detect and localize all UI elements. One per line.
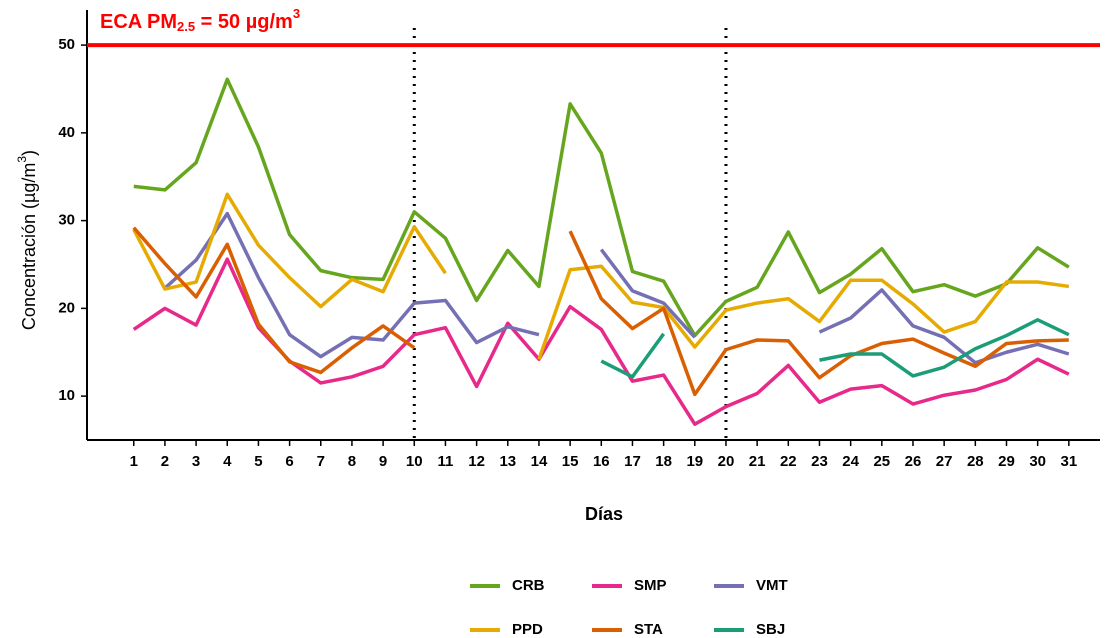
x-tick-label: 8 (348, 453, 356, 470)
x-tick-label: 13 (499, 453, 516, 470)
x-tick-label: 27 (936, 453, 953, 470)
x-tick-label: 24 (842, 453, 859, 470)
x-tick-label: 29 (998, 453, 1015, 470)
x-tick-label: 17 (624, 453, 641, 470)
x-tick-label: 1 (130, 453, 138, 470)
x-axis-label: Días (585, 504, 623, 524)
x-tick-label: 20 (718, 453, 735, 470)
legend-label: PPD (512, 621, 543, 638)
series-line (163, 211, 1070, 365)
x-tick-label: 4 (223, 453, 232, 470)
x-tick-label: 21 (749, 453, 766, 470)
y-axis-label: Concentración (µg/m3) (15, 150, 39, 330)
legend-label: CRB (512, 577, 545, 594)
annotation-sup: 3 (293, 7, 300, 22)
y-tick-label: 30 (58, 212, 75, 229)
y-tick-label: 40 (58, 124, 75, 141)
x-tick-label: 30 (1029, 453, 1046, 470)
y-tick-label: 50 (58, 36, 75, 53)
x-tick-label: 23 (811, 453, 828, 470)
y-label-sup: 3 (15, 156, 29, 163)
x-tick-label: 26 (905, 453, 922, 470)
y-tick-label: 20 (58, 299, 75, 316)
series-line (132, 226, 1069, 397)
x-tick-label: 31 (1060, 453, 1077, 470)
x-tick-label: 5 (254, 453, 262, 470)
x-tick-label: 28 (967, 453, 984, 470)
x-tick-label: 12 (468, 453, 485, 470)
x-tick-label: 10 (406, 453, 423, 470)
x-tick-label: 9 (379, 453, 387, 470)
annotation-text: ECA PM (100, 11, 177, 33)
legend-label: VMT (756, 577, 788, 594)
x-tick-label: 2 (161, 453, 169, 470)
series-line (600, 318, 1070, 379)
y-label-end: ) (19, 150, 39, 156)
x-tick-label: 25 (873, 453, 890, 470)
series-line (132, 192, 1070, 360)
legend-label: SBJ (756, 621, 785, 638)
x-tick-label: 7 (317, 453, 325, 470)
x-tick-label: 19 (686, 453, 703, 470)
y-tick-label: 10 (58, 387, 75, 404)
series-line (133, 77, 1070, 338)
annotation-sub: 2.5 (177, 20, 195, 35)
x-tick-label: 6 (285, 453, 293, 470)
x-tick-label: 15 (562, 453, 579, 470)
x-tick-label: 16 (593, 453, 610, 470)
x-tick-label: 18 (655, 453, 672, 470)
legend-label: STA (634, 621, 663, 638)
y-label-text: Concentración (µg/m (19, 163, 39, 330)
x-tick-label: 14 (531, 453, 548, 470)
x-tick-label: 11 (438, 453, 454, 470)
x-tick-label: 22 (780, 453, 797, 470)
legend-label: SMP (634, 577, 667, 594)
annotation-text2: = 50 µg/m (195, 11, 293, 33)
annotation: ECA PM2.5 = 50 µg/m3 (100, 7, 300, 35)
x-tick-label: 3 (192, 453, 200, 470)
